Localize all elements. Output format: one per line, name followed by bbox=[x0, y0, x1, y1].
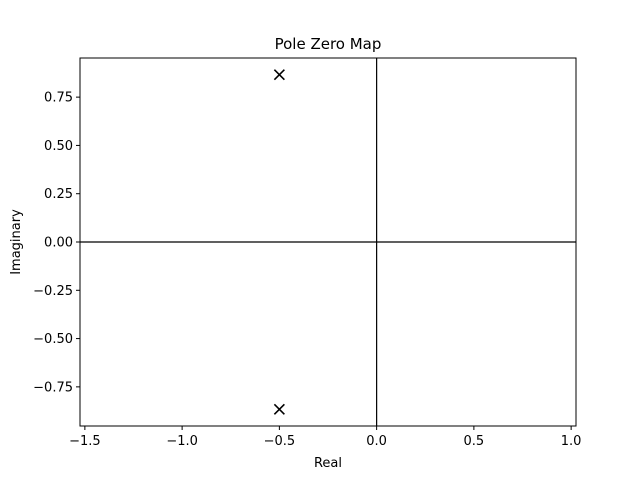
x-tick-label: 1.0 bbox=[561, 434, 582, 449]
y-tick-label: −0.75 bbox=[33, 380, 73, 395]
y-tick-label: 0.75 bbox=[44, 91, 73, 106]
y-tick-label: 0.00 bbox=[44, 236, 73, 251]
x-tick-label: −1.0 bbox=[166, 434, 198, 449]
x-tick-label: −1.5 bbox=[69, 434, 101, 449]
pole-marker bbox=[273, 403, 285, 415]
y-axis-ticks: 0.75 0.50 0.25 0.00 −0.25 −0.50 −0.75 bbox=[33, 91, 80, 395]
x-axis-label: Real bbox=[314, 456, 342, 471]
pole-markers bbox=[273, 69, 285, 415]
x-axis-ticks: −1.5 −1.0 −0.5 0.0 0.5 1.0 bbox=[69, 426, 581, 449]
x-tick-label: −0.5 bbox=[264, 434, 296, 449]
y-tick-label: 0.50 bbox=[44, 139, 73, 154]
x-tick-label: 0.5 bbox=[464, 434, 485, 449]
y-tick-label: −0.25 bbox=[33, 284, 73, 299]
zero-lines bbox=[80, 58, 576, 426]
pole-marker bbox=[273, 69, 285, 81]
y-tick-label: 0.25 bbox=[44, 187, 73, 202]
y-axis-label: Imaginary bbox=[9, 209, 24, 275]
chart-title: Pole Zero Map bbox=[275, 35, 382, 53]
x-tick-label: 0.0 bbox=[366, 434, 387, 449]
y-tick-label: −0.50 bbox=[33, 332, 73, 347]
